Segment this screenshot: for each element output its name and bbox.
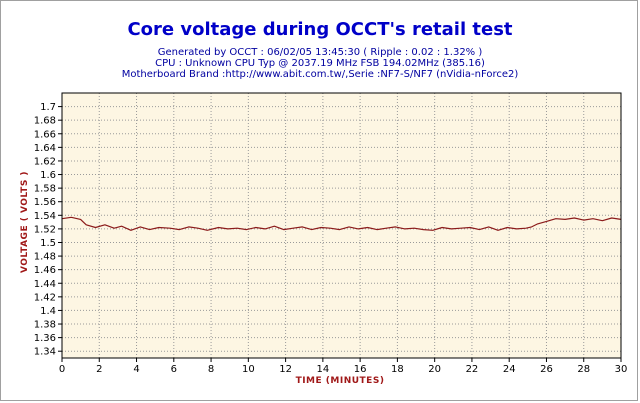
y-tick-label: 1.52 xyxy=(34,224,56,235)
series-line xyxy=(61,216,622,231)
y-tick-label: 1.46 xyxy=(34,265,56,276)
y-tick-label: 1.58 xyxy=(34,184,56,195)
y-tick-label: 1.44 xyxy=(34,279,56,290)
chart-subtitle-1: Generated by OCCT : 06/02/05 13:45:30 ( … xyxy=(158,47,483,58)
x-tick-label: 22 xyxy=(466,364,479,375)
chart-title: Core voltage during OCCT's retail test xyxy=(127,19,512,40)
x-tick-label: 18 xyxy=(391,364,404,375)
x-tick-label: 8 xyxy=(208,364,214,375)
y-tick-label: 1.68 xyxy=(34,116,56,127)
y-tick-label: 1.66 xyxy=(34,129,56,140)
y-tick-label: 1.6 xyxy=(40,170,56,181)
x-tick-label: 30 xyxy=(615,364,628,375)
plot-area xyxy=(62,93,621,358)
axis-ticks: 1.34 1.36 1.38 1.4 1.42 1.44 1.46 1.48 1.5 1.52 1.… xyxy=(34,102,628,375)
x-tick-label: 26 xyxy=(540,364,553,375)
x-tick-label: 20 xyxy=(428,364,441,375)
y-tick-label: 1.4 xyxy=(40,306,56,317)
y-axis-label: VOLTAGE ( VOLTS ) xyxy=(20,171,30,273)
plot-border xyxy=(61,92,622,359)
y-tick-label: 1.38 xyxy=(34,320,56,331)
chart-subtitle-2: CPU : Unknown CPU Typ @ 2037.19 MHz FSB … xyxy=(155,58,485,69)
chart-subtitle-3: Motherboard Brand :http://www.abit.com.t… xyxy=(122,69,519,80)
series-layer xyxy=(61,216,622,231)
y-tick-label: 1.42 xyxy=(34,292,56,303)
y-tick-label: 1.56 xyxy=(34,197,56,208)
y-tick-label: 1.54 xyxy=(34,211,56,222)
x-tick-label: 2 xyxy=(96,364,102,375)
x-tick-label: 12 xyxy=(279,364,292,375)
y-tick-label: 1.36 xyxy=(34,333,56,344)
gridlines xyxy=(62,93,621,358)
y-tick-label: 1.64 xyxy=(34,143,56,154)
y-tick-label: 1.48 xyxy=(34,252,56,263)
y-tick-label: 1.7 xyxy=(40,102,56,113)
x-tick-label: 16 xyxy=(354,364,367,375)
x-tick-label: 28 xyxy=(577,364,590,375)
x-tick-label: 24 xyxy=(503,364,516,375)
x-tick-label: 4 xyxy=(133,364,139,375)
x-axis-label: TIME (MINUTES) xyxy=(296,376,385,386)
y-tick-label: 1.34 xyxy=(34,347,56,358)
x-tick-label: 14 xyxy=(316,364,329,375)
x-tick-label: 10 xyxy=(242,364,255,375)
y-tick-label: 1.62 xyxy=(34,156,56,167)
x-tick-label: 0 xyxy=(59,364,65,375)
y-tick-label: 1.5 xyxy=(40,238,56,249)
x-tick-label: 6 xyxy=(171,364,177,375)
